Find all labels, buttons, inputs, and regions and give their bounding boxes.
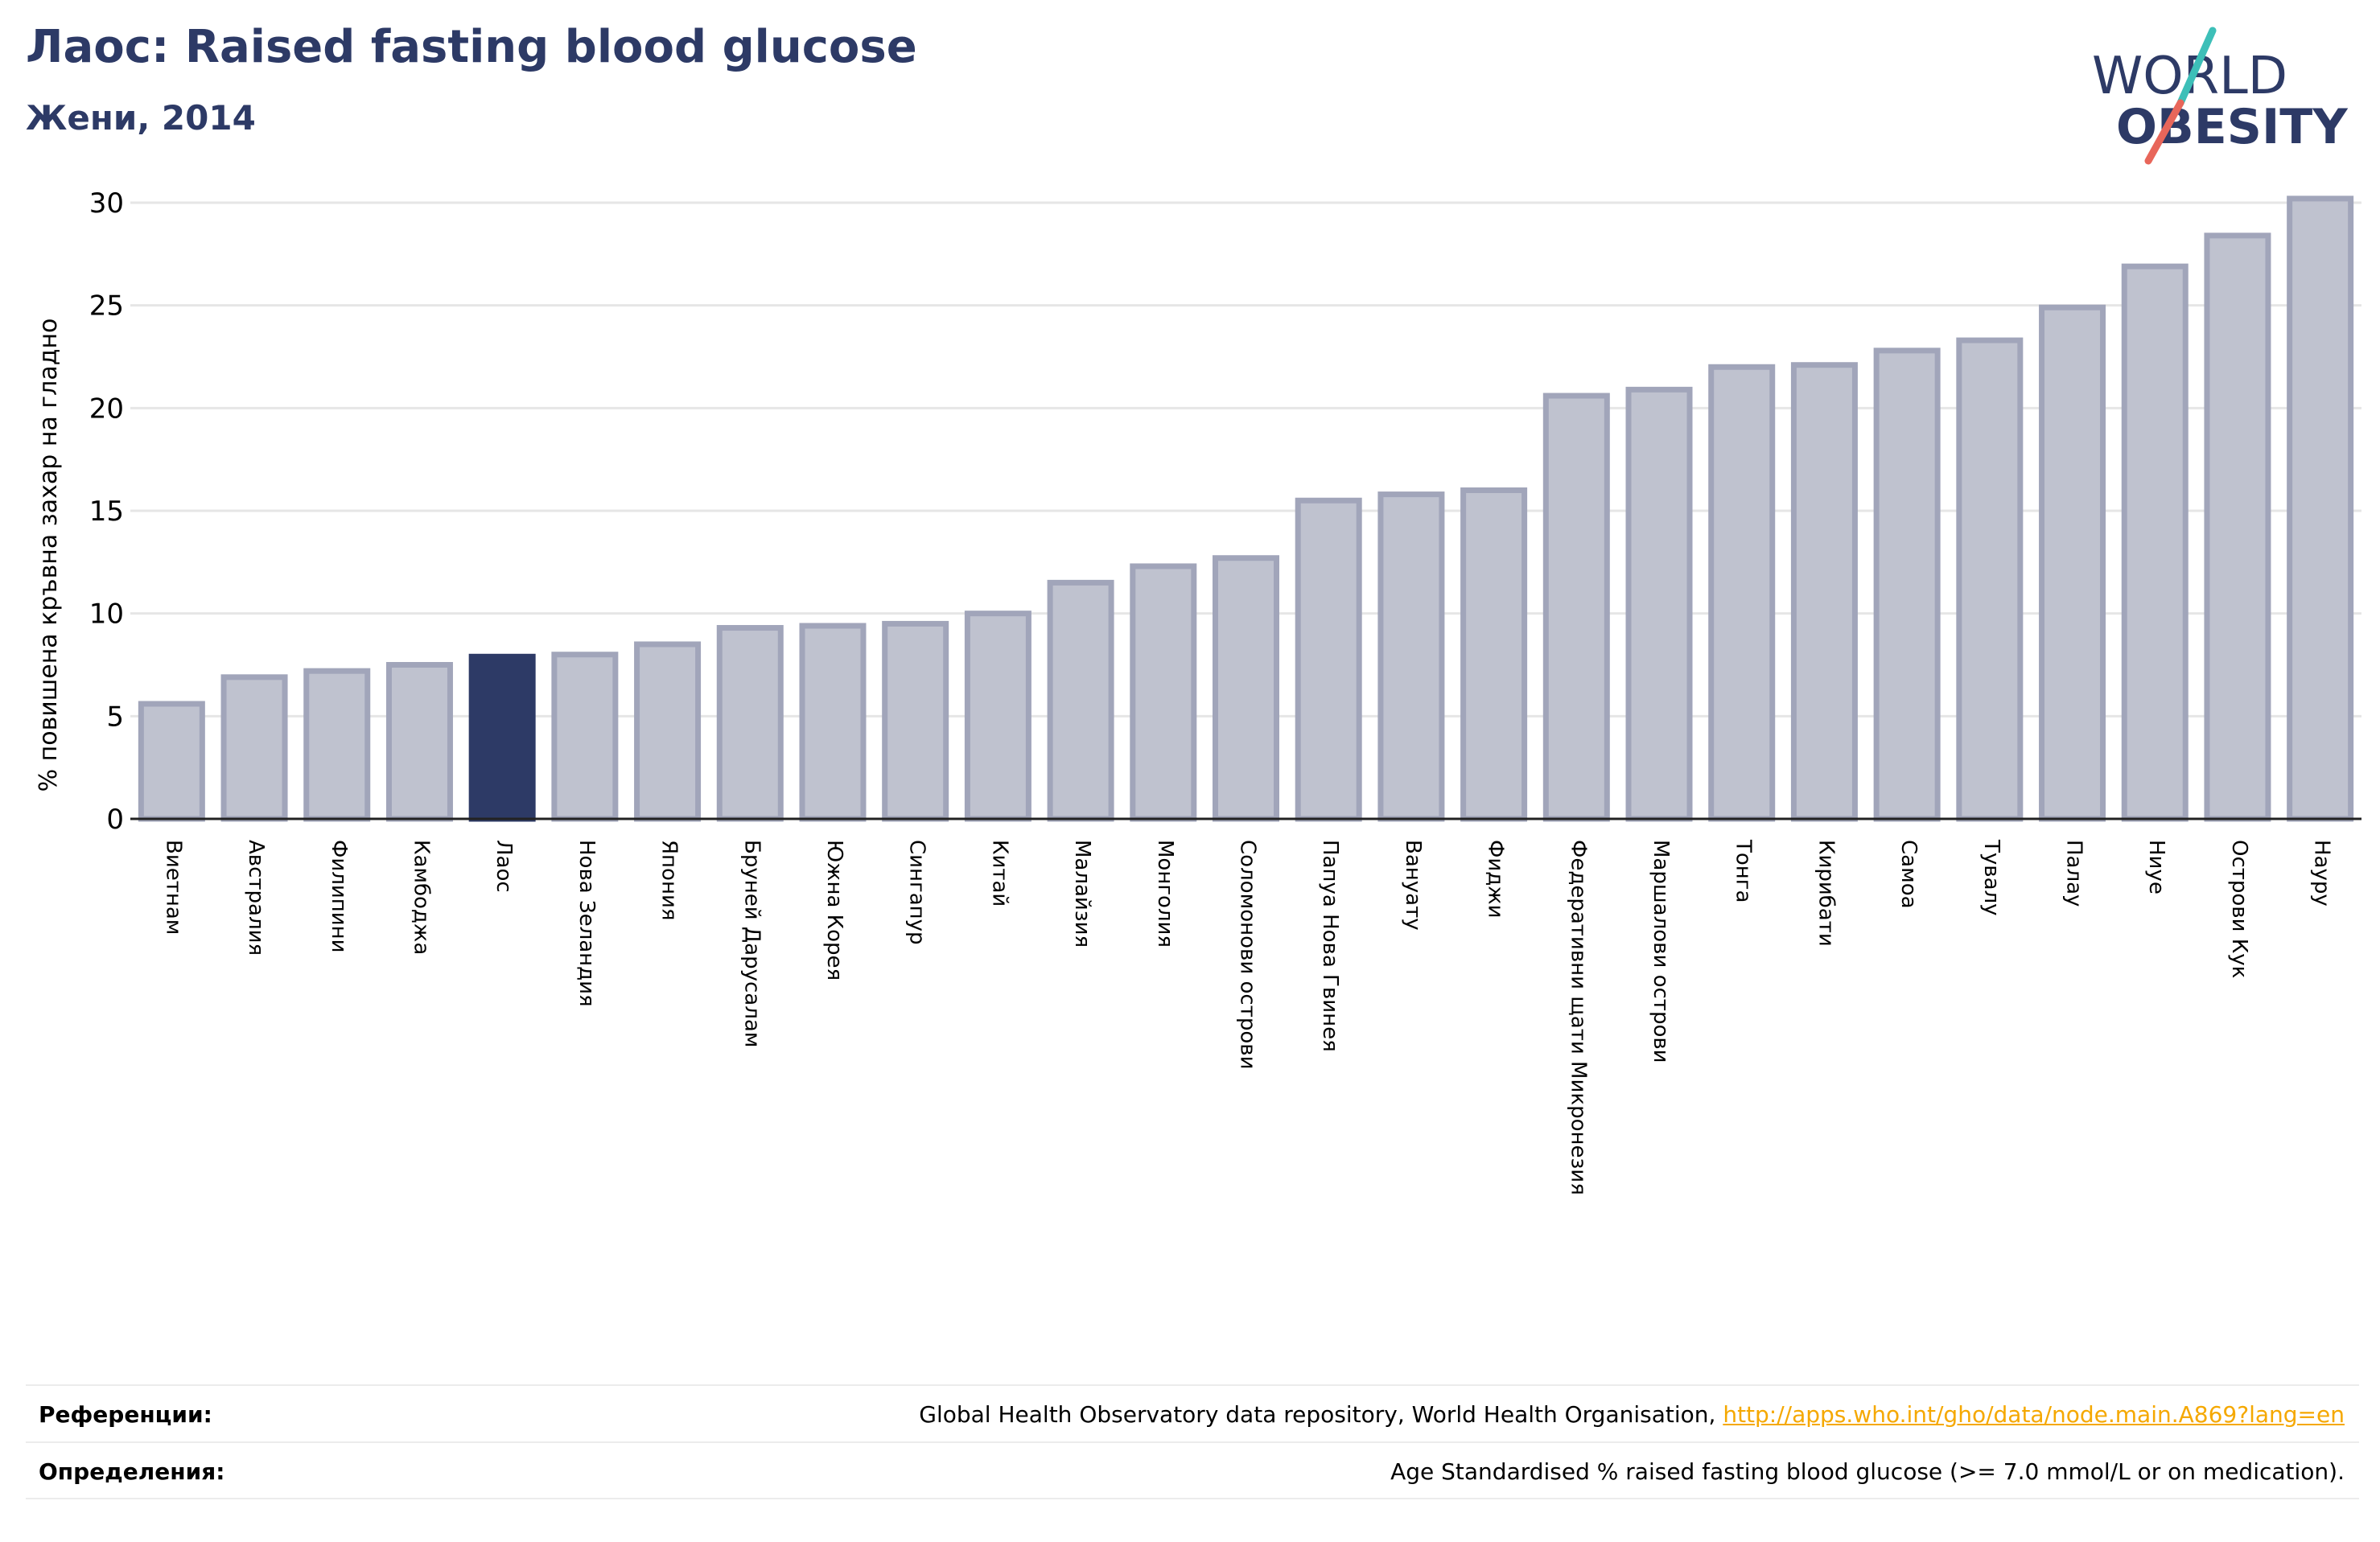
- bar: [2204, 232, 2271, 822]
- bar: [1047, 579, 1114, 822]
- bar: [138, 701, 205, 822]
- world-obesity-logo: WORLD OBESITY: [2092, 27, 2349, 165]
- x-tick-label: Монголия: [1153, 840, 1177, 948]
- x-tick-label: Папуа Нова Гвинея: [1318, 840, 1342, 1052]
- bar: [2039, 304, 2106, 822]
- bar: [1460, 487, 1528, 822]
- references-source: Global Health Observatory data repositor…: [919, 1401, 1723, 1428]
- x-tick-label: Маршалови острови: [1649, 840, 1673, 1063]
- x-tick-labels: Виетнам Австралия Филипини Камбоджа Лаос Нова…: [161, 839, 2333, 1195]
- x-tick-label: Фиджи: [1484, 840, 1508, 919]
- y-tick-label: 5: [106, 701, 124, 733]
- definitions-label: Определения:: [39, 1458, 225, 1485]
- references-label: Референции:: [39, 1401, 212, 1428]
- footer-divider-bottom: [26, 1498, 2359, 1499]
- bar: [2121, 263, 2189, 822]
- bar: [1873, 347, 1941, 822]
- bar: [1130, 563, 1197, 822]
- bar: [1295, 497, 1362, 822]
- x-tick-label: Бруней Дарусалам: [739, 840, 764, 1047]
- x-tick-label: Южна Корея: [822, 840, 846, 981]
- x-tick-label: Лаос: [492, 840, 516, 893]
- y-tick-labels: 0 5 10 15 20 25 30: [89, 187, 124, 836]
- y-tick-label: 15: [89, 495, 124, 528]
- x-tick-label: Виетнам: [161, 840, 185, 935]
- bar: [716, 625, 784, 822]
- bar: [2287, 195, 2354, 822]
- bar: [882, 620, 949, 822]
- x-tick-label: Вануату: [1401, 840, 1425, 931]
- x-tick-label: Китай: [987, 840, 1011, 907]
- footer-divider-middle: [26, 1441, 2359, 1443]
- references-text: Global Health Observatory data repositor…: [919, 1401, 2345, 1428]
- x-tick-label: Малайзия: [1070, 840, 1094, 948]
- x-tick-label: Австралия: [244, 840, 268, 956]
- x-tick-label: Острови Кук: [2227, 840, 2251, 978]
- x-tick-label: Палау: [2062, 840, 2086, 907]
- bar: [634, 641, 702, 822]
- bar: [303, 668, 371, 822]
- bar: [964, 611, 1031, 822]
- x-tick-label: Самоа: [1896, 840, 1921, 909]
- bar: [468, 653, 536, 822]
- references-link[interactable]: http://apps.who.int/gho/data/node.main.A…: [1723, 1401, 2345, 1428]
- footer-divider-top: [26, 1384, 2359, 1386]
- bar: [1625, 386, 1693, 822]
- bars: [138, 195, 2354, 822]
- bar: [551, 652, 619, 822]
- y-tick-label: 10: [89, 598, 124, 631]
- bar: [1956, 337, 2024, 822]
- logo-slash-teal: [2176, 27, 2217, 107]
- page-title: Лаос: Raised fasting blood glucose: [26, 21, 917, 73]
- bar: [1377, 491, 1445, 822]
- y-tick-label: 20: [89, 393, 124, 425]
- x-tick-label: Камбоджа: [409, 840, 433, 955]
- x-tick-label: Тувалу: [1979, 839, 2003, 916]
- bar: [220, 674, 288, 822]
- page-subtitle: Жени, 2014: [26, 98, 256, 138]
- y-tick-label: 30: [89, 187, 124, 220]
- bar: [1790, 362, 1858, 822]
- x-tick-label: Нова Зеландия: [574, 840, 599, 1007]
- x-tick-label: Науру: [2310, 840, 2334, 907]
- x-tick-label: Тонга: [1731, 839, 1756, 903]
- x-tick-label: Сингапур: [905, 840, 929, 945]
- bar: [1542, 393, 1610, 822]
- logo-slash-red: [2144, 99, 2184, 165]
- bar-chart: 0 5 10 15 20 25 30 Виетнам Австралия Филипини Кам…: [35, 187, 2361, 1195]
- bar: [385, 662, 453, 822]
- y-tick-label: 0: [106, 804, 124, 836]
- x-tick-label: Филипини: [327, 840, 351, 953]
- bar: [1212, 555, 1280, 822]
- x-tick-label: Япония: [657, 840, 681, 921]
- bar: [799, 623, 867, 822]
- x-tick-label: Кирибати: [1814, 840, 1838, 947]
- x-tick-label: Соломонови острови: [1236, 840, 1260, 1069]
- definitions-text: Age Standardised % raised fasting blood …: [1390, 1458, 2345, 1485]
- bar: [1708, 364, 1776, 822]
- x-tick-label: Федеративни щати Микронезия: [1566, 840, 1590, 1195]
- y-tick-label: 25: [89, 290, 124, 323]
- y-axis-label: % повишена кръвна захар на гладно: [35, 319, 63, 792]
- x-tick-label: Ниуе: [2144, 840, 2168, 894]
